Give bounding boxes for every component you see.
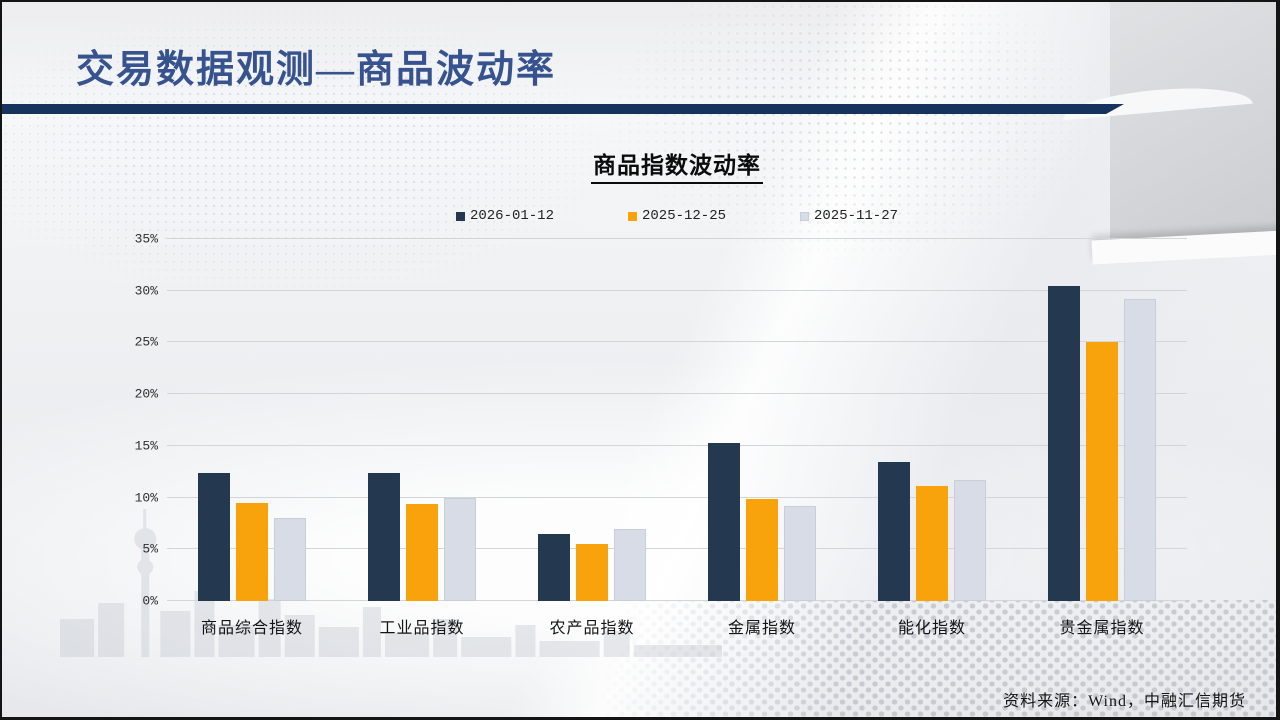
y-axis-tick-label: 0% <box>142 593 158 609</box>
bar-2025-12-25 <box>576 544 608 601</box>
y-axis-tick-label: 35% <box>134 231 158 247</box>
bar-group <box>337 239 507 601</box>
chart-title-wrap: 商品指数波动率 <box>167 146 1187 184</box>
bar-group <box>847 239 1017 601</box>
gridline <box>167 238 1187 239</box>
category-label: 金属指数 <box>727 620 796 637</box>
bar-2026-01-12 <box>878 462 910 601</box>
slide-header: 交易数据观测—商品波动率 <box>2 2 1276 132</box>
chart-plot: 0% 5% 10% 15% 20% 25% 30% 35% 商品综合指数 工业品指数 农产品指数 金属… <box>135 232 1187 637</box>
bar-2025-12-25 <box>1086 342 1118 601</box>
bar-group <box>1017 239 1187 601</box>
category-label: 工业品指数 <box>379 620 465 637</box>
bar-2025-11-27 <box>274 518 306 601</box>
legend-marker <box>800 211 809 221</box>
legend-marker <box>455 211 465 221</box>
bar-2026-01-12 <box>708 442 740 601</box>
y-axis-tick-label: 10% <box>134 490 158 506</box>
legend-label: 2025-11-27 <box>814 208 899 224</box>
y-axis-tick-label: 5% <box>142 541 158 557</box>
bar-2025-12-25 <box>746 498 778 601</box>
bar-group <box>677 239 847 601</box>
bar-2025-12-25 <box>916 486 948 601</box>
bar-2025-11-27 <box>614 528 646 601</box>
bar-2025-12-25 <box>406 503 438 601</box>
bar-2026-01-12 <box>1048 285 1080 601</box>
header-divider <box>2 104 1124 114</box>
gridline <box>167 444 1187 446</box>
y-axis-tick-label: 25% <box>134 334 158 350</box>
legend-label: 2026-01-12 <box>469 208 554 224</box>
category-label: 商品综合指数 <box>200 620 303 637</box>
y-axis-tick-label: 15% <box>134 438 158 454</box>
bar-2026-01-12 <box>538 533 570 601</box>
chart-title: 商品指数波动率 <box>591 146 763 184</box>
source-note: 资料来源：Wind，中融汇信期货 <box>1003 693 1246 710</box>
legend-marker <box>627 211 637 221</box>
bar-2025-11-27 <box>784 505 816 601</box>
category-label: 农产品指数 <box>549 620 635 637</box>
gridline <box>167 289 1187 291</box>
chart-legend: 2026-01-12 2025-12-25 2025-11-27 <box>167 208 1187 224</box>
bar-group <box>167 239 337 601</box>
gridline <box>167 393 1187 395</box>
bar-2025-11-27 <box>444 497 476 601</box>
divider-swoosh <box>1061 81 1253 121</box>
legend-item: 2025-11-27 <box>800 208 898 224</box>
y-axis-tick-label: 20% <box>134 386 158 402</box>
category-label: 能化指数 <box>897 620 966 637</box>
bar-2025-11-27 <box>954 480 986 601</box>
bar-2026-01-12 <box>198 472 230 601</box>
bar-group <box>507 239 677 601</box>
y-axis-tick-label: 30% <box>134 283 158 299</box>
bar-2026-01-12 <box>368 472 400 601</box>
legend-item: 2026-01-12 <box>455 208 554 224</box>
bar-2025-12-25 <box>236 502 268 601</box>
legend-item: 2025-12-25 <box>627 208 726 224</box>
legend-label: 2025-12-25 <box>641 208 726 224</box>
category-label: 贵金属指数 <box>1059 620 1145 637</box>
slide-title: 交易数据观测—商品波动率 <box>76 49 557 91</box>
gridline <box>167 548 1187 550</box>
bar-2025-11-27 <box>1124 299 1156 601</box>
gridline <box>167 496 1187 498</box>
gridline <box>167 341 1187 343</box>
